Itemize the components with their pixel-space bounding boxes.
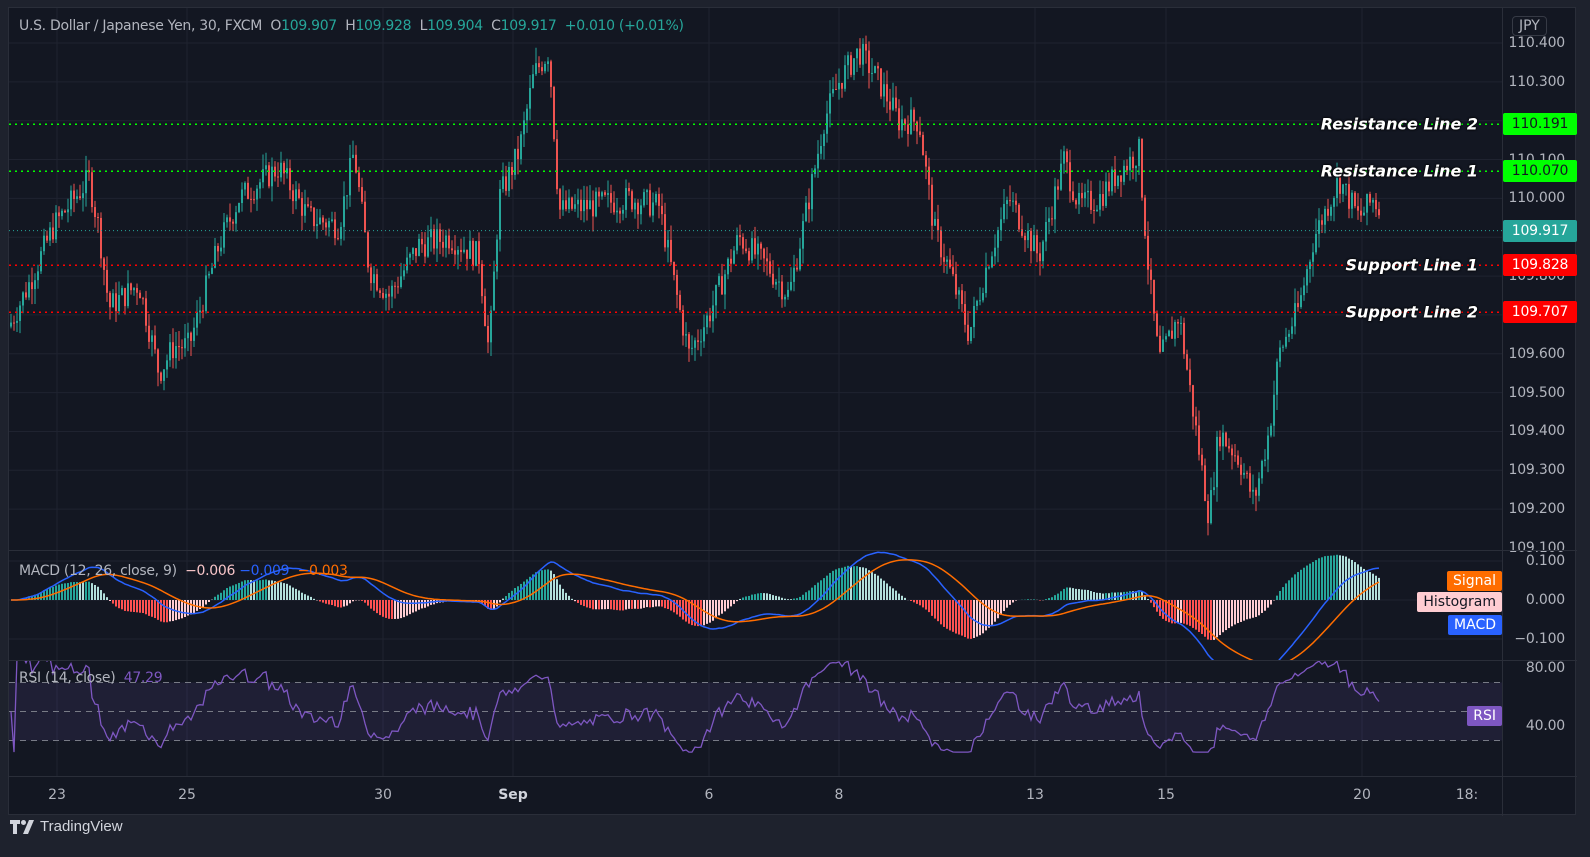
time-tick: 13 <box>1026 787 1044 803</box>
time-tick: 6 <box>704 787 714 803</box>
macd-tick: −0.100 <box>1514 631 1565 647</box>
branding-name: TradingView <box>40 818 123 835</box>
rsi-title[interactable]: RSI (14, close) <box>19 670 116 686</box>
change-value: +0.010 (+0.01%) <box>564 18 684 34</box>
rsi-value: 47.29 <box>123 670 163 686</box>
support-line-label[interactable]: Support Line 2 <box>1345 302 1478 322</box>
time-tick: 30 <box>374 787 392 803</box>
price-pane[interactable]: U.S. Dollar / Japanese Yen, 30, FXCM O10… <box>9 8 1502 550</box>
low-value: 109.904 <box>427 18 483 34</box>
price-tick: 109.100 <box>1508 540 1566 556</box>
price-tick: 110.000 <box>1508 190 1566 207</box>
open-label: O <box>270 18 282 34</box>
price-axis[interactable]: 110.400110.300110.100110.000109.800109.6… <box>1502 8 1577 556</box>
signal-tag: Signal <box>1446 571 1502 591</box>
close-label: C <box>491 18 501 34</box>
currency-button[interactable]: JPY <box>1512 16 1547 36</box>
rsi-pane[interactable]: RSI (14, close) 47.29 RSI <box>9 661 1502 776</box>
pane-separator[interactable] <box>9 550 1577 551</box>
resistance-price-tag: 110.070 <box>1503 160 1577 183</box>
rsi-axis[interactable]: 80.00 40.00 <box>1502 660 1577 776</box>
low-label: L <box>419 18 428 34</box>
macd-tick: 0.000 <box>1525 592 1565 608</box>
time-tick: 20 <box>1353 787 1371 803</box>
resistance-price-tag: 110.191 <box>1503 113 1577 136</box>
rsi-tick: 40.00 <box>1525 718 1565 734</box>
tradingview-logo-icon <box>10 819 34 834</box>
time-tick: 18: <box>1455 787 1479 803</box>
close-value: 109.917 <box>500 18 557 34</box>
macd-pane[interactable]: MACD (12, 26, close, 9) −0.006 −0.009 −0… <box>9 551 1502 660</box>
rsi-tick: 80.00 <box>1525 660 1565 676</box>
histogram-tag: Histogram <box>1417 592 1502 612</box>
macd-legend: MACD (12, 26, close, 9) −0.006 −0.009 −0… <box>19 563 348 579</box>
support-price-tag: 109.828 <box>1503 254 1577 277</box>
chart-frame: U.S. Dollar / Japanese Yen, 30, FXCM O10… <box>8 7 1577 817</box>
symbol-legend: U.S. Dollar / Japanese Yen, 30, FXCM O10… <box>19 18 684 34</box>
macd-tick: 0.100 <box>1525 553 1565 569</box>
pane-separator[interactable] <box>9 660 1577 661</box>
high-label: H <box>345 18 356 34</box>
current-price-tag: 109.917 <box>1503 219 1577 242</box>
rsi-legend: RSI (14, close) 47.29 <box>19 670 163 686</box>
open-value: 109.907 <box>281 18 337 34</box>
high-value: 109.928 <box>355 18 412 34</box>
time-tick: 23 <box>48 787 66 803</box>
time-tick: Sep <box>498 787 528 803</box>
macd-signal-value: −0.003 <box>297 563 348 579</box>
price-tick: 110.400 <box>1508 35 1566 51</box>
price-tick: 109.400 <box>1508 423 1566 440</box>
axis-corner <box>1502 776 1577 816</box>
price-tick: 109.500 <box>1508 384 1566 401</box>
macd-axis[interactable]: 0.100 0.000 −0.100 <box>1502 551 1577 660</box>
price-tick: 110.300 <box>1508 73 1566 90</box>
rsi-chart <box>9 661 1502 776</box>
time-axis[interactable]: 23 25 30 Sep 6 8 13 15 20 18: <box>9 776 1502 817</box>
time-tick: 25 <box>178 787 196 803</box>
branding[interactable]: TradingView <box>10 818 123 835</box>
price-tick: 109.200 <box>1508 501 1566 518</box>
time-tick: 8 <box>834 787 844 803</box>
time-tick: 15 <box>1157 787 1175 803</box>
macd-line-value: −0.009 <box>239 563 290 579</box>
resistance-line-label[interactable]: Resistance Line 2 <box>1320 114 1478 134</box>
macd-title[interactable]: MACD (12, 26, close, 9) <box>19 563 177 579</box>
rsi-tag: RSI <box>1467 706 1502 726</box>
symbol-title[interactable]: U.S. Dollar / Japanese Yen, 30, FXCM <box>19 18 263 34</box>
price-tick: 109.600 <box>1508 345 1566 362</box>
support-price-tag: 109.707 <box>1503 301 1577 324</box>
macd-tag: MACD <box>1448 615 1502 635</box>
macd-histogram-value: −0.006 <box>185 563 236 579</box>
candlestick-chart <box>9 8 1502 550</box>
resistance-line-label[interactable]: Resistance Line 1 <box>1320 161 1478 181</box>
price-tick: 109.300 <box>1508 462 1566 479</box>
macd-chart <box>9 551 1502 660</box>
support-line-label[interactable]: Support Line 1 <box>1345 255 1478 275</box>
